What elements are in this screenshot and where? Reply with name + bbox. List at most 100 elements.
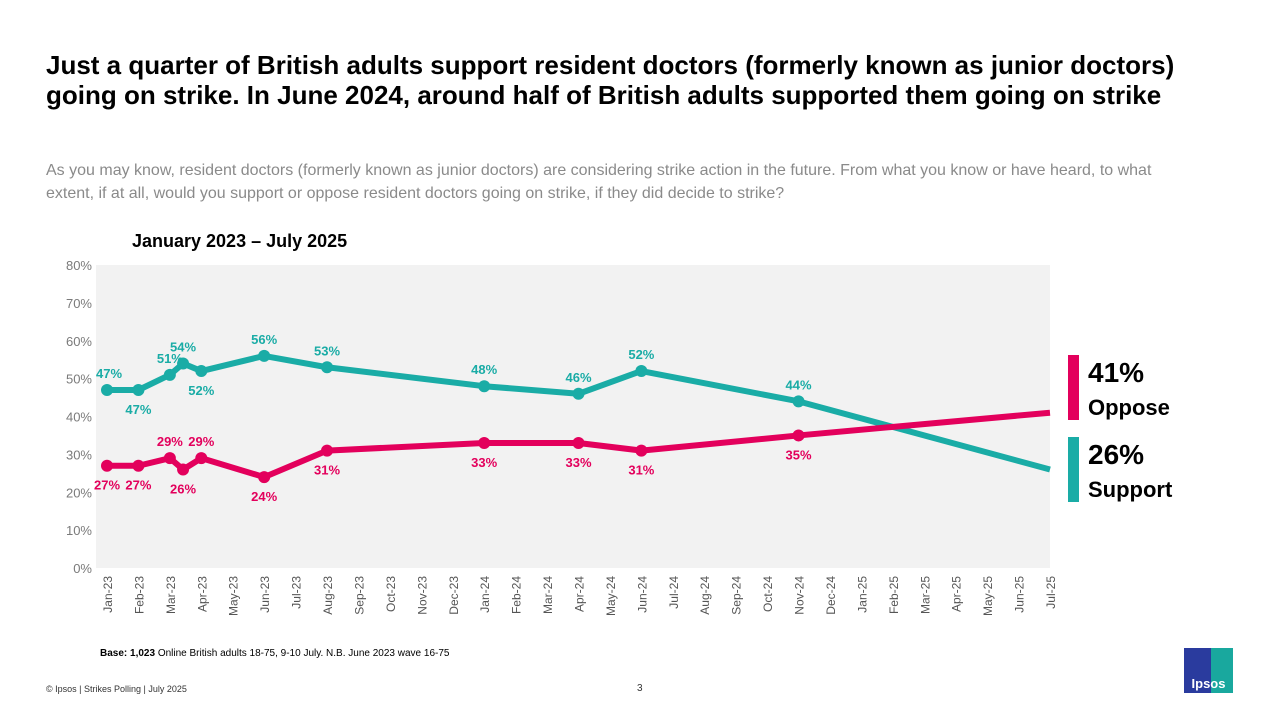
- support-label: Support: [1088, 477, 1173, 502]
- oppose-data-label: 27%: [94, 478, 120, 493]
- oppose-data-label: 33%: [565, 455, 591, 470]
- oppose-point: [572, 437, 585, 450]
- support-point: [321, 361, 334, 374]
- support-data-label: 46%: [565, 370, 591, 385]
- x-tick-label: Dec-23: [447, 576, 461, 615]
- base-bold: Base: 1,023: [100, 648, 156, 659]
- support-point: [635, 365, 648, 378]
- x-tick-label: Nov-23: [415, 576, 429, 615]
- x-tick-label: Dec-24: [824, 576, 838, 615]
- logo-text: Ipsos: [1191, 676, 1226, 691]
- oppose-point: [792, 429, 805, 442]
- x-tick-label: Jun-25: [1013, 576, 1027, 613]
- x-tick-label: Jul-25: [1044, 576, 1058, 609]
- oppose-point: [163, 452, 176, 465]
- support-point: [177, 357, 190, 370]
- x-tick-label: Oct-24: [761, 576, 775, 612]
- page-number: 3: [637, 683, 643, 694]
- support-point: [163, 368, 176, 381]
- support-point: [195, 365, 208, 378]
- oppose-data-label: 26%: [170, 482, 196, 497]
- oppose-data-label: 27%: [125, 478, 151, 493]
- oppose-data-label: 29%: [188, 434, 214, 449]
- x-tick-label: Nov-24: [793, 576, 807, 615]
- ipsos-logo: Ipsos: [1184, 648, 1233, 693]
- x-tick-label: May-25: [981, 576, 995, 616]
- y-tick-label: 80%: [66, 258, 92, 273]
- oppose-data-label: 24%: [251, 489, 277, 504]
- x-tick-label: Sep-23: [352, 576, 366, 615]
- oppose-data-label: 35%: [786, 447, 812, 462]
- footer: © Ipsos | Strikes Polling | July 2025: [46, 684, 187, 694]
- support-data-label: 53%: [314, 343, 340, 358]
- x-tick-label: Feb-25: [887, 576, 901, 614]
- x-tick-label: Jun-24: [635, 576, 649, 613]
- x-tick-label: May-23: [227, 576, 241, 616]
- support-data-label: 47%: [96, 366, 122, 381]
- x-tick-label: Aug-24: [698, 576, 712, 615]
- x-tick-label: Apr-25: [950, 576, 964, 612]
- support-point: [101, 383, 113, 396]
- y-tick-label: 0%: [73, 561, 92, 576]
- x-tick-label: Oct-23: [384, 576, 398, 612]
- y-tick-label: 50%: [66, 372, 92, 387]
- plot-area: [96, 265, 1050, 568]
- oppose-point: [195, 452, 208, 465]
- y-tick-label: 40%: [66, 410, 92, 425]
- x-tick-label: Jul-24: [667, 576, 681, 609]
- x-tick-label: Mar-23: [164, 576, 178, 614]
- oppose-point: [132, 459, 145, 472]
- support-data-label: 56%: [251, 332, 277, 347]
- oppose-value: 41%: [1088, 357, 1145, 388]
- y-tick-label: 10%: [66, 523, 92, 538]
- x-tick-label: Jun-23: [258, 576, 272, 613]
- support-color-bar: [1068, 437, 1079, 502]
- support-data-label: 47%: [125, 402, 151, 417]
- y-tick-label: 60%: [66, 334, 92, 349]
- chart-period: January 2023 – July 2025: [132, 231, 348, 251]
- oppose-point: [177, 463, 190, 476]
- x-tick-label: Mar-25: [918, 576, 932, 614]
- y-tick-label: 20%: [66, 485, 92, 500]
- x-tick-label: Apr-23: [195, 576, 209, 612]
- oppose-data-label: 29%: [157, 434, 183, 449]
- support-data-label: 54%: [170, 339, 196, 354]
- oppose-data-label: 31%: [628, 463, 654, 478]
- x-tick-label: Jan-23: [101, 576, 115, 613]
- oppose-data-label: 33%: [471, 455, 497, 470]
- support-data-label: 52%: [188, 383, 214, 398]
- x-tick-label: Apr-24: [573, 576, 587, 612]
- support-data-label: 52%: [628, 347, 654, 362]
- x-tick-label: Feb-24: [510, 576, 524, 614]
- support-point: [478, 380, 491, 393]
- support-point: [792, 395, 805, 408]
- page-title: Just a quarter of British adults support…: [46, 50, 1175, 110]
- y-tick-label: 30%: [66, 447, 92, 462]
- support-data-label: 44%: [786, 377, 812, 392]
- support-point: [132, 383, 145, 396]
- x-tick-label: Feb-23: [132, 576, 146, 614]
- oppose-point: [478, 437, 491, 450]
- oppose-color-bar: [1068, 355, 1079, 420]
- question-text: As you may know, resident doctors (forme…: [46, 162, 1152, 202]
- oppose-point: [321, 444, 334, 457]
- oppose-point: [258, 471, 271, 484]
- x-tick-label: Jul-23: [290, 576, 304, 609]
- oppose-data-label: 31%: [314, 463, 340, 478]
- support-point: [258, 349, 271, 362]
- x-tick-label: Mar-24: [541, 576, 555, 614]
- support-value: 26%: [1088, 439, 1145, 470]
- x-tick-label: Sep-24: [730, 576, 744, 615]
- y-tick-label: 70%: [66, 296, 92, 311]
- base-note: Base: 1,023 Online British adults 18-75,…: [100, 648, 449, 659]
- base-text: Online British adults 18-75, 9-10 July. …: [155, 648, 450, 659]
- support-data-label: 51%: [157, 351, 183, 366]
- x-tick-label: Jan-24: [478, 576, 492, 613]
- x-tick-label: May-24: [604, 576, 618, 616]
- oppose-label: Oppose: [1088, 395, 1170, 420]
- oppose-point: [101, 459, 113, 472]
- support-data-label: 48%: [471, 362, 497, 377]
- oppose-point: [635, 444, 648, 457]
- x-tick-label: Aug-23: [321, 576, 335, 615]
